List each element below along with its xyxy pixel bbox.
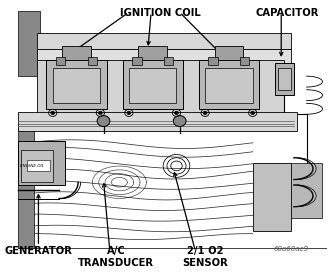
Bar bbox=[138, 46, 167, 60]
Circle shape bbox=[97, 116, 110, 126]
Text: A/C: A/C bbox=[107, 246, 125, 256]
Bar bbox=[18, 112, 297, 131]
Circle shape bbox=[127, 111, 131, 115]
Bar bbox=[46, 60, 107, 109]
Text: GENERATOR: GENERATOR bbox=[5, 246, 72, 256]
Bar bbox=[18, 141, 65, 185]
Circle shape bbox=[51, 111, 55, 115]
Bar bbox=[62, 46, 91, 60]
Circle shape bbox=[173, 116, 186, 126]
Bar bbox=[18, 128, 326, 248]
Bar bbox=[18, 128, 34, 248]
Text: IGNITION COIL: IGNITION COIL bbox=[120, 8, 201, 18]
Bar bbox=[37, 33, 291, 49]
Circle shape bbox=[175, 111, 178, 115]
Bar bbox=[129, 68, 177, 103]
Bar bbox=[53, 68, 100, 103]
Bar bbox=[27, 160, 49, 171]
Bar bbox=[88, 57, 97, 65]
Bar bbox=[18, 11, 329, 131]
Bar bbox=[37, 49, 291, 65]
Bar bbox=[291, 163, 322, 218]
Bar bbox=[278, 68, 291, 90]
Circle shape bbox=[251, 111, 255, 115]
Bar bbox=[132, 57, 141, 65]
Text: 60a60ae9: 60a60ae9 bbox=[273, 246, 308, 252]
Text: 2/1 O2: 2/1 O2 bbox=[187, 246, 223, 256]
Circle shape bbox=[98, 111, 102, 115]
Bar bbox=[275, 63, 294, 95]
Bar bbox=[21, 150, 53, 182]
Bar bbox=[123, 60, 183, 109]
Bar bbox=[56, 57, 65, 65]
Bar bbox=[164, 57, 173, 65]
Text: TRANSDUCER: TRANSDUCER bbox=[78, 258, 154, 268]
Bar bbox=[253, 163, 291, 231]
Circle shape bbox=[203, 111, 207, 115]
Bar bbox=[205, 68, 253, 103]
Bar bbox=[37, 60, 285, 114]
Bar bbox=[18, 11, 40, 76]
Bar bbox=[214, 46, 243, 60]
Text: SENSOR: SENSOR bbox=[182, 258, 228, 268]
Bar bbox=[199, 60, 259, 109]
Bar bbox=[208, 57, 218, 65]
Text: ENGINE OIL: ENGINE OIL bbox=[20, 164, 44, 168]
Bar bbox=[240, 57, 249, 65]
Text: CAPACITOR: CAPACITOR bbox=[256, 8, 319, 18]
